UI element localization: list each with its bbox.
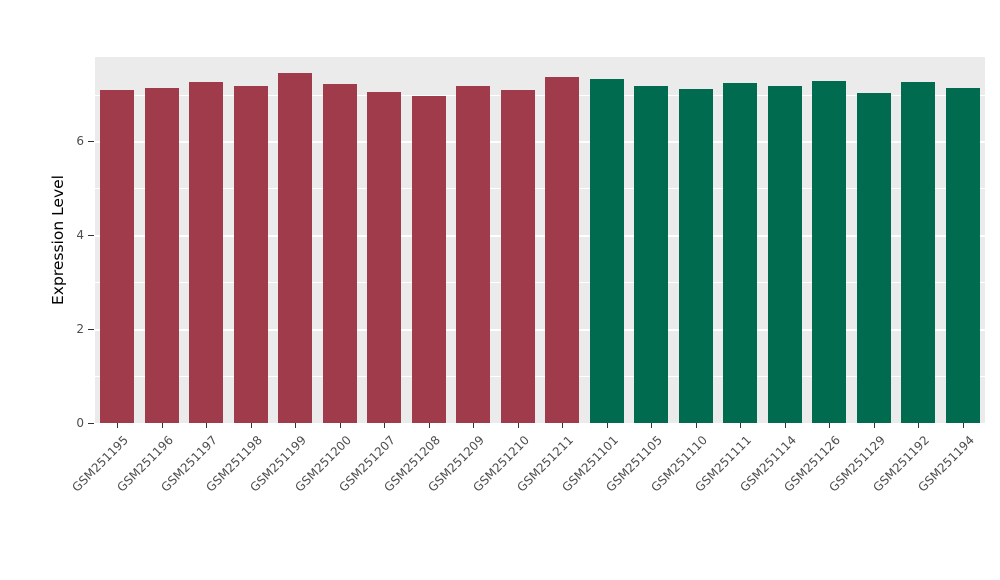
x-tick-mark [873,423,875,428]
bar-GSM251200 [322,83,357,423]
bar-GSM251114 [767,85,802,423]
bar-GSM251197 [189,81,224,423]
x-tick-mark [384,423,386,428]
plot-panel [95,57,985,425]
bar-GSM251110 [678,88,713,423]
x-tick-mark [295,423,297,428]
y-tick-mark [88,423,94,424]
y-tick-label: 4 [76,228,84,243]
bar-GSM251105 [634,85,669,423]
gridline-major [95,423,985,425]
bar-GSM251210 [500,89,535,423]
x-tick-mark [695,423,697,428]
x-tick-mark [829,423,831,428]
x-tick-mark [562,423,564,428]
x-tick-mark [784,423,786,428]
bar-GSM251101 [589,79,624,423]
bar-GSM251126 [812,80,847,423]
y-tick-label: 2 [76,322,84,337]
bar-GSM251208 [411,95,446,423]
gridline-major [95,329,985,331]
bar-GSM251129 [856,92,891,423]
gridline-major [95,235,985,237]
gridline-minor [95,188,985,190]
x-tick-mark [473,423,475,428]
gridline-minor [95,94,985,96]
bar-GSM251198 [233,85,268,423]
bar-GSM251194 [945,87,980,423]
x-tick-mark [250,423,252,428]
x-tick-mark [651,423,653,428]
bar-GSM251195 [100,89,135,423]
bar-GSM251196 [144,87,179,423]
bar-GSM251209 [456,85,491,423]
x-tick-mark [161,423,163,428]
x-tick-mark [740,423,742,428]
gridline-major [95,141,985,143]
x-tick-mark [339,423,341,428]
y-tick-label: 0 [76,416,84,430]
bar-GSM251211 [545,76,580,423]
bar-GSM251199 [278,72,313,423]
y-tick-label: 6 [76,134,84,149]
y-tick-mark [88,141,94,143]
x-tick-mark [117,423,119,428]
y-tick-mark [88,329,94,331]
x-tick-mark [206,423,208,428]
bar-GSM251192 [901,81,936,423]
gridline-minor [95,376,985,377]
x-tick-mark [606,423,608,428]
x-tick-mark [918,423,920,428]
y-tick-mark [88,235,94,237]
gridline-minor [95,282,985,283]
bar-GSM251111 [723,82,758,423]
bar-GSM251207 [367,91,402,423]
x-tick-mark [517,423,519,428]
x-tick-mark [428,423,430,428]
x-tick-mark [962,423,964,428]
